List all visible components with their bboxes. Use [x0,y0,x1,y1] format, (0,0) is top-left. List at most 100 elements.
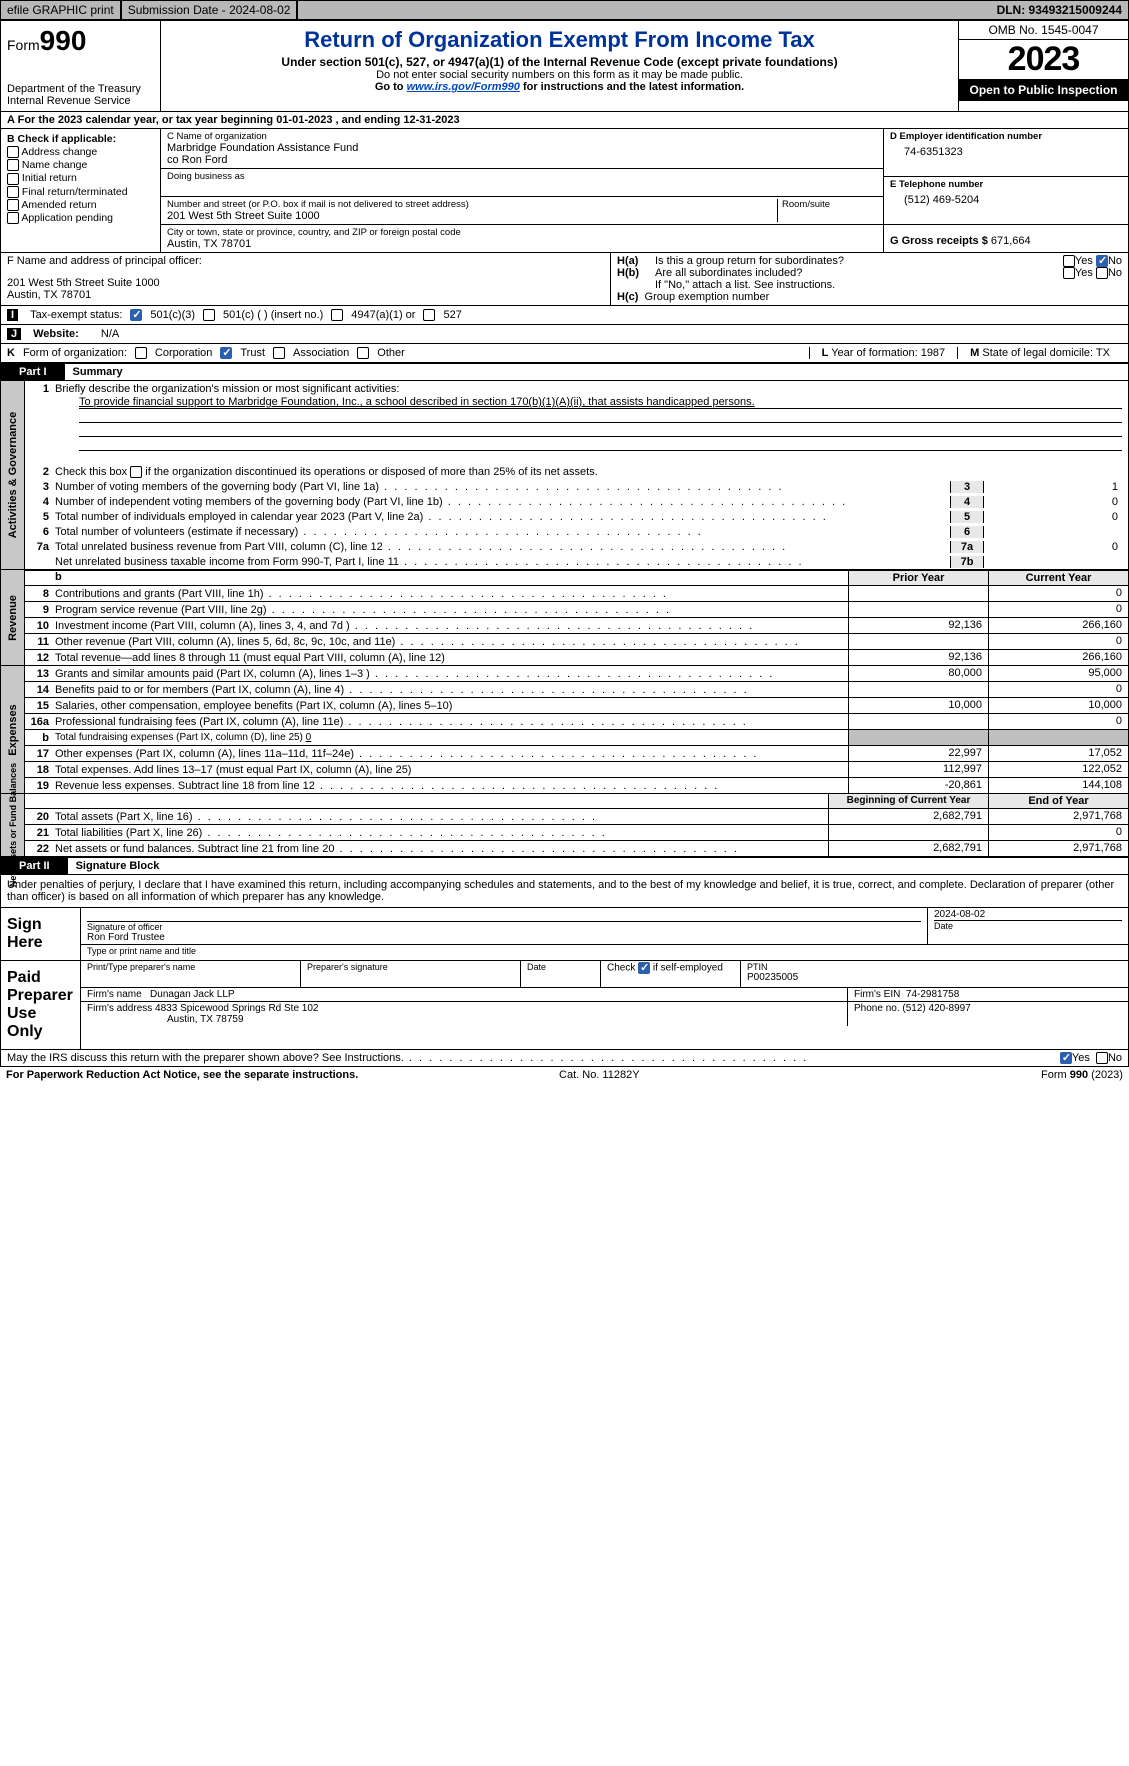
state-domicile: State of legal domicile: TX [982,347,1110,359]
line-7a: Total unrelated business revenue from Pa… [55,541,950,553]
col-bcy: Beginning of Current Year [828,794,988,808]
hb-yes[interactable] [1063,267,1075,279]
line-9: Program service revenue (Part VIII, line… [55,604,844,616]
officer-label: F Name and address of principal officer: [7,255,604,267]
ein: 74-6351323 [890,142,1122,158]
val-4: 0 [984,496,1124,508]
check-amended[interactable] [7,199,19,211]
line-5: Total number of individuals employed in … [55,511,950,523]
check-501c3[interactable] [130,309,142,321]
col-current-year: Current Year [988,571,1128,585]
check-527[interactable] [423,309,435,321]
website: N/A [101,328,119,340]
submission-date: Submission Date - 2024-08-02 [122,1,299,19]
check-self-employed[interactable] [638,962,650,974]
org-address: 201 West 5th Street Suite 1000 [167,210,777,222]
val-3: 1 [984,481,1124,493]
check-corp[interactable] [135,347,147,359]
perjury-declaration: Under penalties of perjury, I declare th… [0,875,1129,907]
hb-no[interactable] [1096,267,1108,279]
check-other[interactable] [357,347,369,359]
section-j: J Website: N/A [0,325,1129,344]
self-employed: Check if self-employed [601,961,741,987]
line-16b: Total fundraising expenses (Part IX, col… [55,732,844,744]
check-final-return[interactable] [7,186,19,198]
section-klm: K Form of organization: Corporation Trus… [0,344,1129,363]
section-bcdeg: B Check if applicable: Address change Na… [0,129,1129,253]
line-20: Total assets (Part X, line 16) [55,811,824,823]
check-address-change[interactable] [7,146,19,158]
line-19: Revenue less expenses. Subtract line 18 … [55,780,844,792]
check-trust[interactable] [220,347,232,359]
public-inspection: Open to Public Inspection [959,79,1128,101]
ha-yes[interactable] [1063,255,1075,267]
mission-text: To provide financial support to Marbridg… [25,396,1128,408]
val-7b [984,556,1124,568]
col-eoy: End of Year [988,794,1128,808]
line-15: Salaries, other compensation, employee b… [55,700,844,712]
page-footer: For Paperwork Reduction Act Notice, see … [0,1067,1129,1083]
check-app-pending[interactable] [7,212,19,224]
ha-no[interactable] [1096,255,1108,267]
officer-addr1: 201 West 5th Street Suite 1000 [7,277,604,289]
discuss-yes[interactable] [1060,1052,1072,1064]
h-note: If "No," attach a list. See instructions… [617,279,1122,291]
pra-notice: For Paperwork Reduction Act Notice, see … [6,1069,358,1081]
check-initial-return[interactable] [7,173,19,185]
line-21: Total liabilities (Part X, line 26) [55,827,824,839]
section-deg: D Employer identification number 74-6351… [883,129,1128,252]
h-a-label: Is this a group return for subordinates? [655,255,1063,267]
check-discontinued[interactable] [130,466,142,478]
tax-year: 2023 [959,40,1128,79]
room-suite: Room/suite [782,199,877,210]
line-4: Number of independent voting members of … [55,496,950,508]
year-formation: Year of formation: 1987 [831,347,945,359]
ssn-note: Do not enter social security numbers on … [167,69,952,81]
sidebar-ag: Activities & Governance [7,412,19,539]
omb-number: OMB No. 1545-0047 [959,21,1128,40]
sig-date: 2024-08-02 [934,909,1122,920]
check-name-change[interactable] [7,159,19,171]
discuss-no[interactable] [1096,1052,1108,1064]
line-12: Total revenue—add lines 8 through 11 (mu… [55,652,844,664]
form990-link[interactable]: www.irs.gov/Form990 [407,81,520,93]
h-c-label: Group exemption number [645,291,770,303]
line-2: Check this box if the organization disco… [55,466,598,478]
cat-no: Cat. No. 11282Y [559,1069,640,1081]
expenses-section: Expenses 13Grants and similar amounts pa… [0,666,1129,794]
form-subtitle: Under section 501(c), 527, or 4947(a)(1)… [167,55,952,69]
firm-addr1: 4833 Spicewood Springs Rd Ste 102 [155,1003,318,1014]
officer-name: Ron Ford Trustee [87,932,921,943]
form-ref: Form 990 (2023) [1041,1069,1123,1081]
part-1-header: Part I Summary [0,363,1129,381]
prep-sig-label: Preparer's signature [307,962,514,972]
paid-preparer-block: Paid Preparer Use Only Print/Type prepar… [0,961,1129,1050]
sign-here-block: Sign Here Signature of officer Ron Ford … [0,907,1129,961]
form-title: Return of Organization Exempt From Incom… [167,27,952,53]
check-4947[interactable] [331,309,343,321]
form-header: Form990 Department of the Treasury Inter… [0,20,1129,112]
section-c: C Name of organization Marbridge Foundat… [161,129,883,252]
check-501c[interactable] [203,309,215,321]
phone: (512) 469-5204 [890,190,1122,206]
dept-treasury: Department of the Treasury [7,83,154,95]
gross-receipts: 671,664 [991,235,1031,247]
col-prior-year: Prior Year [848,571,988,585]
line-14: Benefits paid to or for members (Part IX… [55,684,844,696]
line-16a: Professional fundraising fees (Part IX, … [55,716,844,728]
line-18: Total expenses. Add lines 13–17 (must eq… [55,764,844,776]
efile-label: efile GRAPHIC print [1,1,122,19]
val-6 [984,526,1124,538]
firm-addr2: Austin, TX 78759 [87,1014,841,1025]
check-assoc[interactable] [273,347,285,359]
org-name: Marbridge Foundation Assistance Fund [167,142,877,154]
sidebar-exp: Expenses [7,704,19,755]
line-17: Other expenses (Part IX, column (A), lin… [55,748,844,760]
line-1-label: Briefly describe the organization's miss… [55,383,1124,395]
line-3: Number of voting members of the governin… [55,481,950,493]
paid-preparer-label: Paid Preparer Use Only [1,961,81,1049]
line-8: Contributions and grants (Part VIII, lin… [55,588,844,600]
line-13: Grants and similar amounts paid (Part IX… [55,668,844,680]
line-22: Net assets or fund balances. Subtract li… [55,843,824,855]
ptin: P00235005 [747,972,1122,983]
